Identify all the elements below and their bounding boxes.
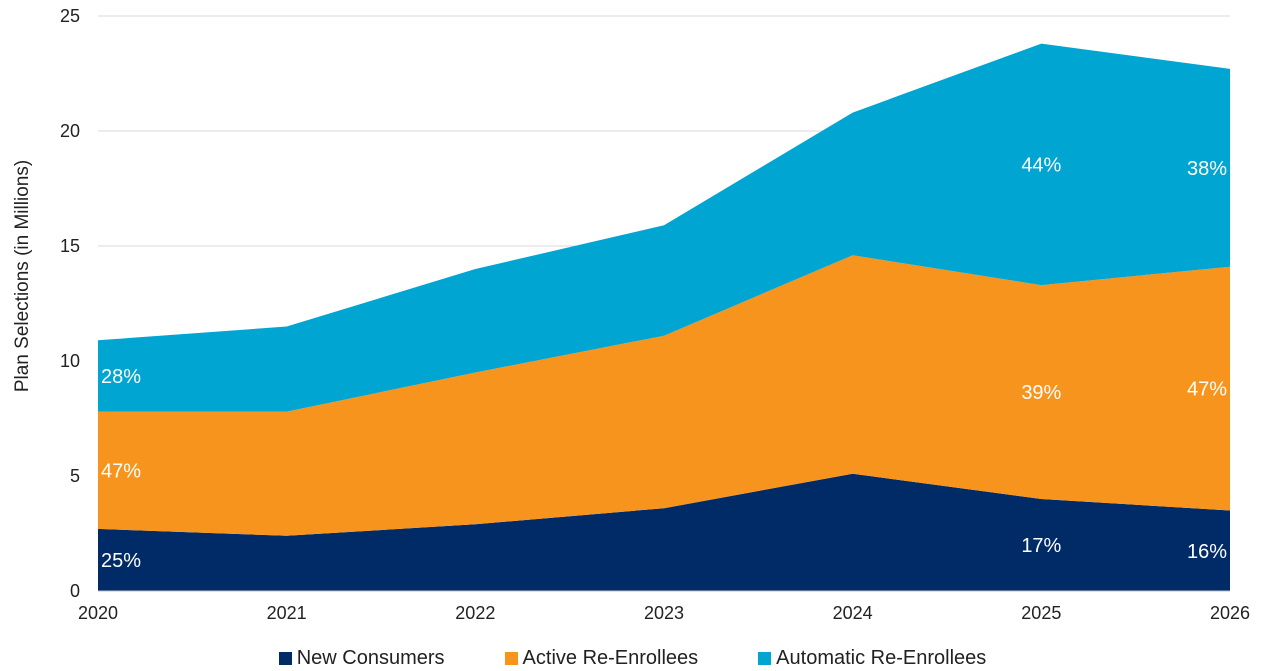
legend-item-new-consumers: New Consumers: [278, 646, 445, 670]
data-label: 38%: [1187, 158, 1227, 180]
data-label: 28%: [101, 366, 141, 388]
x-tick-label: 2026: [1210, 603, 1250, 623]
legend-swatch: [504, 651, 518, 665]
legend: New Consumers Active Re-Enrollees Automa…: [0, 645, 1265, 671]
y-tick-label: 25: [60, 6, 80, 26]
legend-item-active-re-enrollees: Active Re-Enrollees: [504, 646, 699, 670]
data-label: 44%: [1021, 154, 1061, 176]
y-tick-label: 15: [60, 236, 80, 256]
x-tick-label: 2024: [833, 603, 873, 623]
y-tick-label: 5: [70, 466, 80, 486]
data-label: 47%: [1187, 379, 1227, 401]
area-series-0: [98, 473, 1230, 591]
x-tick-label: 2020: [78, 603, 118, 623]
legend-label: New Consumers: [296, 646, 445, 669]
legend-label: Active Re-Enrollees: [522, 646, 699, 669]
area-series-2: [98, 43, 1230, 412]
x-tick-label: 2023: [644, 603, 684, 623]
data-label: 39%: [1021, 382, 1061, 404]
data-label: 16%: [1187, 541, 1227, 563]
legend-item-automatic-re-enrollees: Automatic Re-Enrollees: [758, 647, 986, 670]
data-label: 25%: [101, 550, 141, 572]
plot-areas: [98, 43, 1230, 591]
legend-swatch: [278, 651, 292, 665]
y-tick-label: 20: [60, 121, 80, 141]
x-tick-label: 2025: [1021, 603, 1061, 623]
area-series-1: [98, 255, 1230, 536]
legend-swatch: [758, 651, 772, 665]
y-tick-label: 10: [60, 351, 80, 371]
data-labels: 25% 17% 16% 47% 39% 47% 28% 44% 38%: [101, 154, 1227, 572]
data-label: 17%: [1021, 535, 1061, 557]
y-tick-label: 0: [70, 581, 80, 601]
data-label: 47%: [101, 460, 141, 482]
legend-label: Automatic Re-Enrollees: [776, 646, 987, 669]
x-tick-label: 2021: [267, 603, 307, 623]
y-axis-title: Plan Selections (in Millions): [12, 160, 33, 392]
x-tick-label: 2022: [455, 603, 495, 623]
